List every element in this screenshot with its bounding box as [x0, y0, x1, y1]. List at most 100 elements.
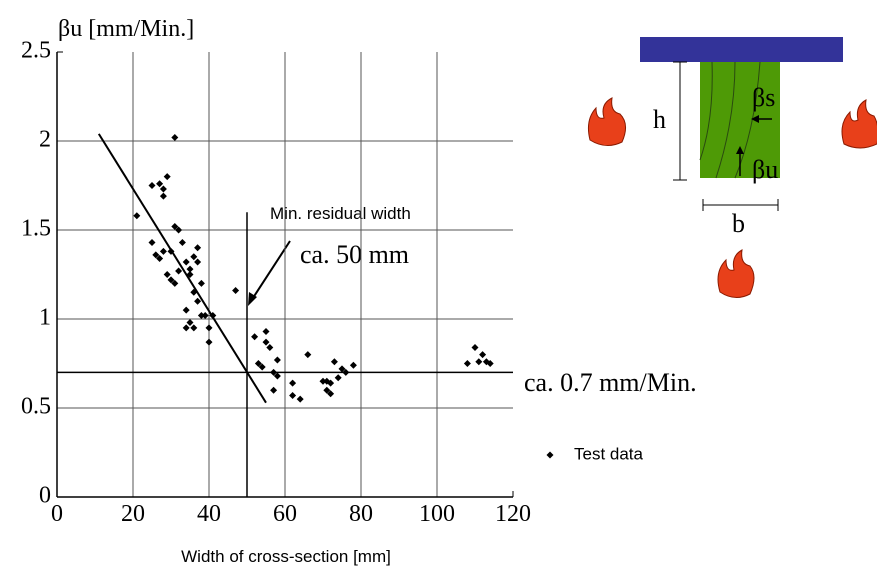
data-point	[186, 271, 194, 278]
data-point	[182, 324, 190, 332]
y-tick-label: 0	[39, 483, 51, 509]
data-point	[171, 279, 179, 287]
data-point	[156, 180, 164, 188]
char-contour	[699, 61, 761, 179]
data-point	[148, 182, 156, 189]
data-point	[163, 271, 171, 278]
data-point	[327, 379, 335, 387]
data-point	[232, 287, 240, 295]
x-tick-label: 0	[51, 501, 63, 527]
data-point	[197, 279, 205, 287]
data-point	[254, 360, 262, 367]
data-point	[159, 192, 167, 200]
arrow	[250, 240, 291, 302]
data-point	[197, 311, 205, 319]
data-point	[258, 363, 266, 371]
x-tick-label: 20	[121, 501, 145, 527]
y-tick-label: 2.5	[21, 38, 51, 64]
data-point	[201, 311, 209, 319]
data-point	[178, 238, 186, 246]
y-tick-label: 1.5	[21, 216, 51, 242]
data-point	[475, 358, 483, 366]
data-point	[273, 356, 281, 364]
cross-section-diagram: h b βs βu	[588, 37, 877, 298]
data-point	[133, 212, 141, 220]
data-point	[338, 365, 346, 373]
data-point	[262, 338, 270, 346]
data-point	[205, 324, 213, 332]
data-point	[156, 254, 164, 262]
data-point	[251, 333, 259, 341]
data-point	[171, 133, 179, 141]
data-point	[182, 258, 190, 266]
x-axis-title: Width of cross-section [mm]	[181, 547, 391, 566]
data-point	[289, 379, 297, 387]
data-point	[148, 238, 156, 246]
y-tick-label: 1	[39, 305, 51, 331]
data-point	[270, 368, 278, 376]
data-point	[171, 222, 179, 230]
diagram-label: h	[653, 105, 666, 134]
arrow-head	[751, 115, 759, 123]
flame	[841, 99, 877, 149]
legend: Test data	[546, 444, 644, 463]
legend-label: Test data	[574, 444, 644, 463]
data-point	[486, 360, 494, 367]
data-point	[163, 173, 171, 181]
diagram-label: βu	[752, 155, 778, 184]
annotation: Min. residual width	[270, 204, 411, 223]
data-point	[349, 361, 357, 369]
y-tick-label: 2	[39, 127, 51, 153]
data-point	[186, 319, 194, 327]
flame	[588, 97, 626, 146]
x-tick-label: 80	[349, 501, 373, 527]
data-point	[152, 251, 160, 259]
data-point	[190, 324, 198, 332]
data-point	[319, 377, 327, 385]
data-point	[270, 386, 278, 394]
annotation: ca. 50 mm	[300, 240, 409, 269]
y-axis-title: βu [mm/Min.]	[58, 16, 194, 42]
data-point	[289, 392, 297, 400]
data-point	[194, 297, 202, 305]
data-point	[330, 358, 338, 366]
data-point	[266, 343, 274, 351]
legend-marker	[546, 451, 554, 459]
data-point	[159, 247, 167, 255]
annotation: ca. 0.7 mm/Min.	[524, 368, 697, 397]
data-point	[190, 253, 198, 261]
y-tick-label: 0.5	[21, 394, 51, 420]
data-point	[190, 288, 198, 296]
data-point	[304, 351, 312, 359]
data-point	[479, 351, 487, 359]
data-point	[182, 306, 190, 314]
diagram-label: b	[732, 209, 745, 238]
data-point	[167, 276, 175, 284]
data-point	[175, 267, 183, 275]
data-point	[167, 247, 175, 255]
data-point	[205, 338, 213, 346]
data-point	[463, 360, 471, 367]
data-point	[327, 390, 335, 398]
data-point	[186, 265, 194, 273]
arrow-head	[736, 146, 744, 154]
data-point	[342, 368, 350, 376]
x-tick-label: 120	[495, 501, 531, 527]
trend-line	[97, 133, 267, 404]
data-point	[194, 258, 202, 266]
x-tick-label: 40	[197, 501, 221, 527]
data-point	[262, 327, 270, 335]
data-point	[159, 185, 167, 193]
slab	[640, 37, 843, 62]
data-point	[175, 226, 183, 234]
data-point	[323, 386, 331, 394]
flame-icons	[588, 97, 877, 298]
data-point	[209, 311, 217, 319]
flame	[717, 249, 755, 298]
data-point	[194, 244, 202, 252]
diagram-label: βs	[752, 83, 775, 112]
data-point	[296, 395, 304, 403]
data-point	[334, 374, 342, 382]
x-tick-label: 100	[419, 501, 455, 527]
